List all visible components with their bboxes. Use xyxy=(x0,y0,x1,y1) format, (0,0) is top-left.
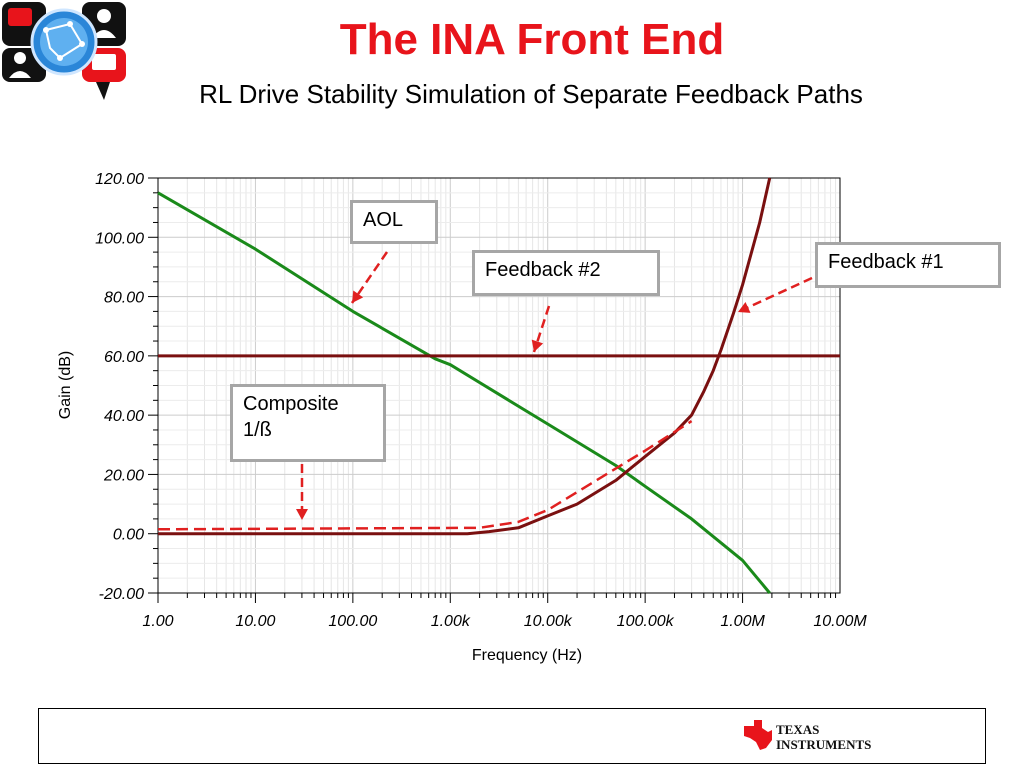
globe-icon xyxy=(30,8,98,76)
ti-wordmark-line2: Instruments xyxy=(776,737,871,752)
callout-aol-text: AOL xyxy=(363,209,404,231)
footer-bar xyxy=(38,708,986,764)
texas-state-icon xyxy=(744,720,772,750)
callout-composite-line2: 1/ß xyxy=(243,419,272,441)
callout-feedback2-text: Feedback #2 xyxy=(485,259,601,281)
chart-labels: 1.00 10.00 100.00 1.00k 10.00k 100.00k 1.00M 10… xyxy=(95,171,867,630)
x-tick-label: 10.00k xyxy=(524,613,573,630)
corner-logo xyxy=(2,2,126,100)
callout-arrows xyxy=(296,251,813,520)
ti-wordmark-line1: Texas xyxy=(776,722,819,737)
y-axis-label: Gain (dB) xyxy=(57,351,74,419)
arrow-feedback1-head xyxy=(738,301,751,313)
x-tick-label: 100.00 xyxy=(328,613,377,630)
arrow-aol xyxy=(350,251,389,304)
y-tick-label: 120.00 xyxy=(95,171,144,188)
callout-feedback1-text: Feedback #1 xyxy=(828,251,944,273)
x-tick-label: 10.00M xyxy=(813,613,867,630)
callout-feedback1: Feedback #1 xyxy=(815,242,1001,288)
arrow-feedback2-head xyxy=(531,339,544,352)
callout-feedback2: Feedback #2 xyxy=(472,250,660,296)
y-tick-label: 20.00 xyxy=(103,467,144,484)
series-line-aol xyxy=(157,191,771,594)
x-tick-label: 100.00k xyxy=(617,613,675,630)
x-tick-label: 1.00M xyxy=(720,613,765,630)
texas-instruments-logo: Texas Instruments xyxy=(744,720,871,752)
x-tick-label: 10.00 xyxy=(235,613,275,630)
series-line-composite-1 xyxy=(157,420,693,531)
callout-composite-line1: Composite xyxy=(243,393,339,415)
page-subtitle: RL Drive Stability Simulation of Separat… xyxy=(199,79,863,109)
y-tick-label: 40.00 xyxy=(104,408,144,425)
arrow-composite-head xyxy=(296,509,308,520)
callout-composite: Composite 1/ß xyxy=(230,384,386,462)
y-tick-label: 100.00 xyxy=(95,230,144,247)
arrow-aol-head xyxy=(352,290,364,303)
arrow-feedback2 xyxy=(532,305,551,353)
y-tick-label: 80.00 xyxy=(104,290,144,307)
chart-series xyxy=(157,177,840,594)
series-line-feedback-1 xyxy=(158,177,772,536)
callout-aol: AOL xyxy=(350,200,438,244)
y-tick-label: 60.00 xyxy=(104,349,144,366)
x-tick-label: 1.00k xyxy=(431,613,471,630)
chart-ticks xyxy=(148,177,837,603)
x-axis-label: Frequency (Hz) xyxy=(472,647,582,664)
page-title: The INA Front End xyxy=(339,15,725,64)
y-tick-label: -20.00 xyxy=(99,586,144,603)
y-tick-label: 0.00 xyxy=(113,527,144,544)
bode-chart: 1.00 10.00 100.00 1.00k 10.00k 100.00k 1.00M 10… xyxy=(57,171,867,664)
x-tick-label: 1.00 xyxy=(142,613,173,630)
